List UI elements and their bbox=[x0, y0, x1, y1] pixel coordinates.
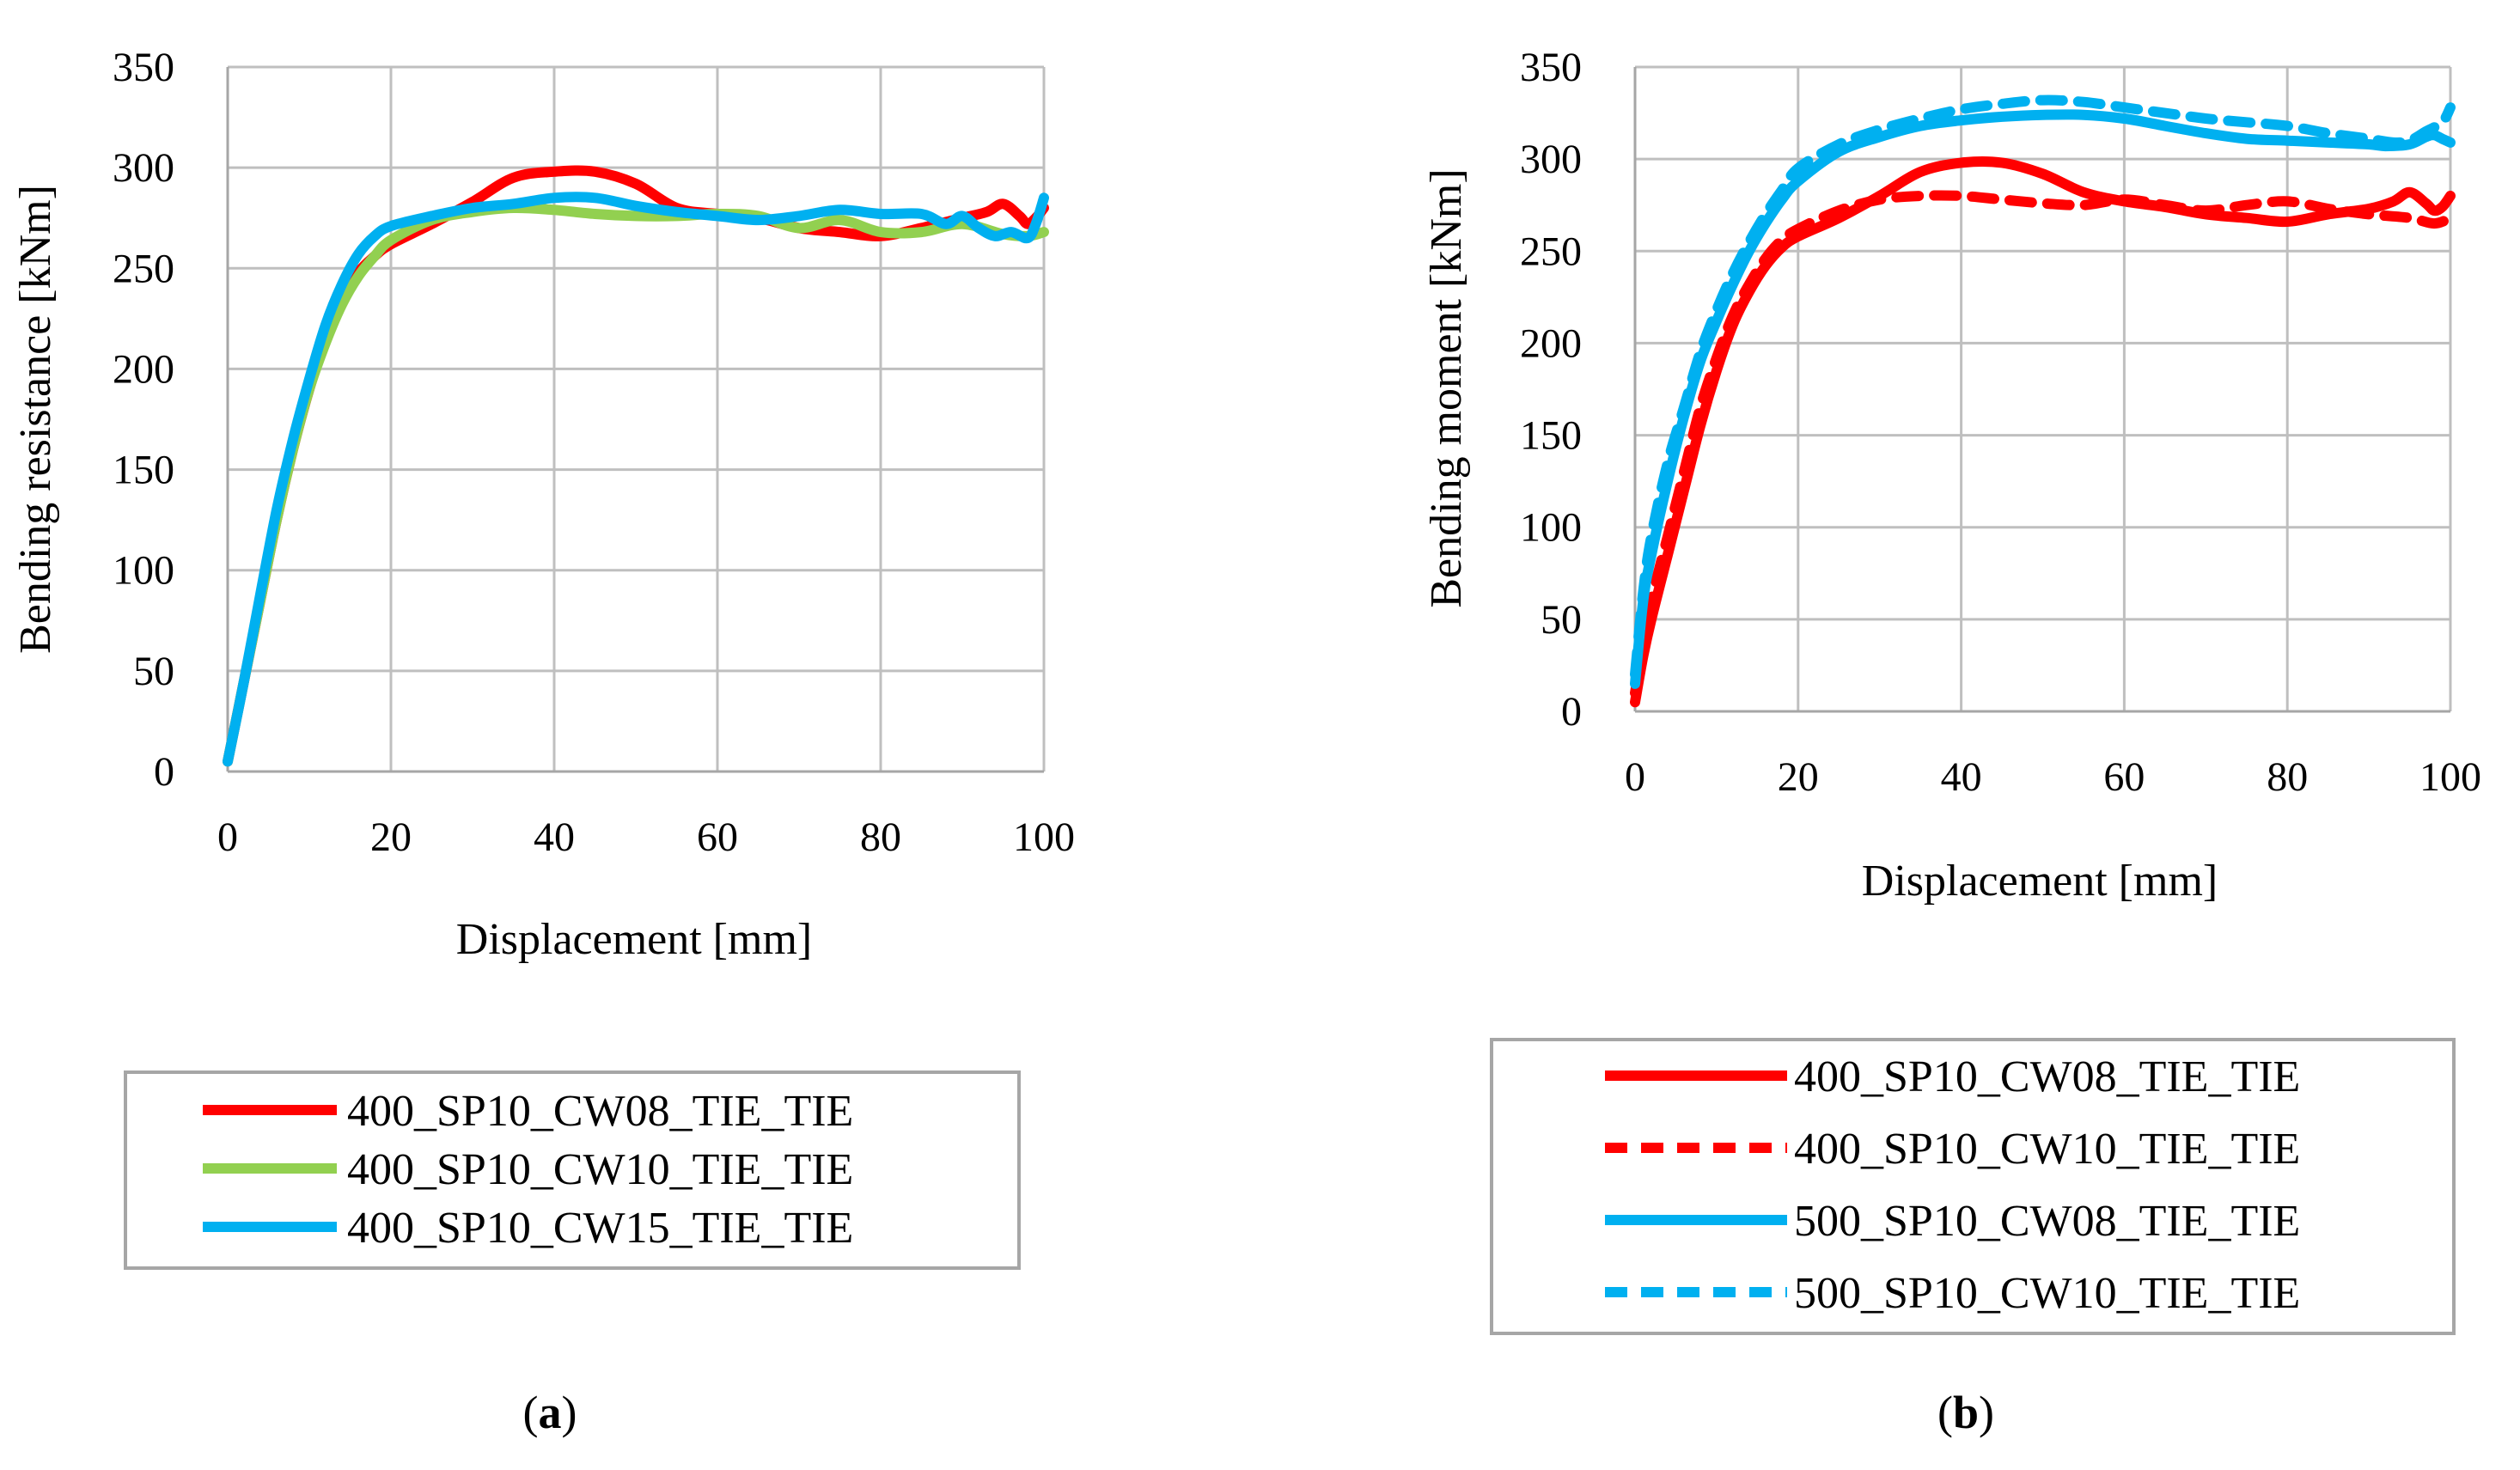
chart-b-legend-items: 400_SP10_CW08_TIE_TIE 400_SP10_CW10_TIE_T… bbox=[1605, 1052, 2300, 1318]
chart-b-x-tick-label: 100 bbox=[2419, 754, 2481, 800]
chart-a-x-tick-label: 0 bbox=[217, 814, 238, 860]
chart-a-legend-label: 400_SP10_CW15_TIE_TIE bbox=[347, 1204, 853, 1253]
chart-b-y-tick-label: 50 bbox=[1541, 597, 1582, 643]
chart-a-y-tick-label: 250 bbox=[113, 246, 174, 291]
chart-b-legend: 400_SP10_CW08_TIE_TIE 400_SP10_CW10_TIE_T… bbox=[1490, 1038, 2456, 1335]
chart-b-x-tick-label: 60 bbox=[2103, 754, 2145, 800]
chart-b-y-axis-label: Bending moment [kNm] bbox=[1422, 168, 1471, 607]
chart-a-x-axis-label: Displacement [mm] bbox=[456, 915, 812, 964]
chart-b-x-tick-label: 0 bbox=[1625, 754, 1645, 800]
chart-b-series-line-500_sp10_cw10_tie_tie bbox=[1630, 95, 2456, 680]
chart-a-series bbox=[223, 165, 1049, 767]
chart-a-caption-letter: a bbox=[539, 1387, 562, 1438]
chart-b-legend-label: 400_SP10_CW08_TIE_TIE bbox=[1794, 1052, 2300, 1101]
chart-a-y-axis-label: Bending resistance [kNm] bbox=[11, 185, 60, 654]
chart-a-legend-label: 400_SP10_CW08_TIE_TIE bbox=[347, 1087, 853, 1136]
chart-b-x-tick-label: 20 bbox=[1778, 754, 1819, 800]
chart-b-legend-box bbox=[1490, 1038, 2456, 1335]
chart-a-y-tick-label: 100 bbox=[113, 548, 174, 594]
chart-a: 0 50 100 150 200 250 300 350 0 20 40 60 80 100 Bendin… bbox=[11, 45, 1075, 1438]
chart-b-y-tick-label: 350 bbox=[1520, 45, 1582, 90]
chart-b-series bbox=[1630, 95, 2456, 708]
chart-a-x-tick-label: 100 bbox=[1013, 814, 1075, 860]
chart-a-legend-items: 400_SP10_CW08_TIE_TIE 400_SP10_CW10_TIE_T… bbox=[203, 1087, 853, 1253]
chart-b-series-line-400_sp10_cw10_tie_tie bbox=[1630, 190, 2456, 698]
chart-b-y-tick-label: 250 bbox=[1520, 229, 1582, 274]
chart-a-legend-label: 400_SP10_CW10_TIE_TIE bbox=[347, 1145, 853, 1194]
chart-a-y-tick-label: 350 bbox=[113, 45, 174, 90]
chart-a-legend: 400_SP10_CW08_TIE_TIE 400_SP10_CW10_TIE_T… bbox=[124, 1070, 1021, 1270]
chart-b-y-tick-label: 100 bbox=[1520, 505, 1582, 551]
chart-b-x-tick-label: 40 bbox=[1941, 754, 1982, 800]
chart-b-legend-label: 500_SP10_CW10_TIE_TIE bbox=[1794, 1269, 2300, 1318]
chart-a-tick-labels: 0 50 100 150 200 250 300 350 0 20 40 60 80 100 bbox=[113, 45, 1075, 860]
chart-a-axes bbox=[226, 67, 1044, 773]
chart-b-tick-labels: 0 50 100 150 200 250 300 350 0 20 40 60 80 100 bbox=[1520, 45, 2481, 800]
chart-a-y-tick-label: 0 bbox=[154, 749, 174, 795]
chart-a-y-tick-label: 150 bbox=[113, 448, 174, 493]
chart-a-y-tick-label: 300 bbox=[113, 145, 174, 191]
chart-b-legend-label: 400_SP10_CW10_TIE_TIE bbox=[1794, 1125, 2300, 1174]
chart-b-legend-label: 500_SP10_CW08_TIE_TIE bbox=[1794, 1197, 2300, 1246]
chart-a-x-tick-label: 60 bbox=[697, 814, 738, 860]
chart-a-y-tick-label: 50 bbox=[133, 649, 174, 694]
chart-b-y-tick-label: 0 bbox=[1561, 689, 1582, 735]
chart-a-y-tick-label: 200 bbox=[113, 346, 174, 392]
chart-b-axes bbox=[1633, 67, 2450, 713]
chart-a-x-tick-label: 40 bbox=[534, 814, 575, 860]
chart-b-x-tick-label: 80 bbox=[2267, 754, 2308, 800]
chart-a-x-tick-label: 80 bbox=[860, 814, 901, 860]
chart-b-y-tick-label: 150 bbox=[1520, 413, 1582, 459]
chart-b: 0 50 100 150 200 250 300 350 0 20 40 60 80 100 Bendin… bbox=[1422, 45, 2481, 1438]
chart-a-x-tick-label: 20 bbox=[370, 814, 412, 860]
chart-b-caption: (b) bbox=[1937, 1387, 1994, 1438]
chart-a-series-line-400_sp10_cw15_tie_tie bbox=[223, 192, 1049, 767]
chart-b-caption-letter: b bbox=[1953, 1387, 1979, 1438]
chart-a-caption: (a) bbox=[523, 1387, 577, 1438]
chart-b-x-axis-label: Displacement [mm] bbox=[1862, 857, 2218, 906]
chart-b-y-tick-label: 200 bbox=[1520, 320, 1582, 366]
chart-b-y-tick-label: 300 bbox=[1520, 137, 1582, 182]
